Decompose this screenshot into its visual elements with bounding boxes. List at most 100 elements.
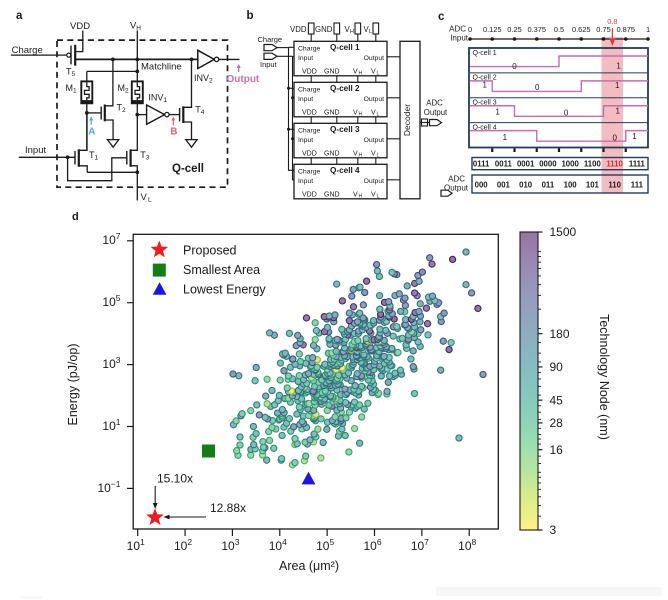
svg-text:0.125: 0.125 bbox=[483, 25, 502, 34]
svg-text:INV2: INV2 bbox=[194, 73, 213, 85]
svg-text:100: 100 bbox=[564, 180, 578, 189]
svg-text:T5: T5 bbox=[66, 67, 76, 79]
svg-text:0: 0 bbox=[468, 25, 472, 34]
svg-text:1: 1 bbox=[495, 107, 500, 116]
svg-text:ADC: ADC bbox=[426, 99, 443, 108]
svg-text:Charge: Charge bbox=[298, 46, 321, 53]
svg-text:1100: 1100 bbox=[584, 160, 602, 169]
svg-text:Input: Input bbox=[298, 178, 313, 185]
svg-text:GND: GND bbox=[324, 191, 340, 198]
svg-text:H: H bbox=[359, 70, 363, 76]
svg-text:0011: 0011 bbox=[495, 160, 513, 169]
svg-text:011: 011 bbox=[542, 180, 555, 189]
svg-text:V: V bbox=[353, 150, 358, 157]
svg-text:L: L bbox=[377, 152, 380, 158]
svg-text:Charge: Charge bbox=[298, 128, 321, 135]
svg-text:1: 1 bbox=[482, 81, 487, 90]
svg-text:0: 0 bbox=[512, 62, 517, 71]
svg-text:Input: Input bbox=[298, 55, 313, 62]
svg-text:V: V bbox=[353, 68, 358, 75]
svg-text:VDD: VDD bbox=[302, 191, 317, 198]
svg-text:T2: T2 bbox=[117, 103, 127, 115]
svg-text:Matchline: Matchline bbox=[141, 62, 182, 73]
svg-text:Q-cell 2: Q-cell 2 bbox=[330, 84, 360, 93]
svg-text:0.875: 0.875 bbox=[617, 25, 636, 34]
svg-text:GND: GND bbox=[324, 109, 340, 116]
svg-text:0.75: 0.75 bbox=[596, 25, 610, 34]
svg-text:0.25: 0.25 bbox=[507, 25, 521, 34]
svg-text:Input: Input bbox=[298, 96, 313, 103]
svg-text:110: 110 bbox=[608, 180, 621, 189]
svg-text:Input: Input bbox=[260, 60, 278, 69]
svg-text:L: L bbox=[377, 70, 380, 76]
svg-text:0111: 0111 bbox=[473, 160, 490, 169]
svg-text:T3: T3 bbox=[140, 150, 150, 162]
svg-text:V: V bbox=[353, 109, 358, 116]
svg-text:0.375: 0.375 bbox=[528, 25, 547, 34]
svg-text:ADC: ADC bbox=[449, 25, 466, 34]
svg-text:0: 0 bbox=[564, 108, 569, 117]
svg-text:1: 1 bbox=[632, 132, 637, 141]
svg-text:Charge: Charge bbox=[258, 35, 283, 44]
svg-text:12.88x: 12.88x bbox=[210, 501, 246, 515]
svg-text:1110: 1110 bbox=[606, 160, 623, 169]
svg-text:INV1: INV1 bbox=[148, 93, 167, 105]
svg-text:1: 1 bbox=[616, 106, 621, 115]
svg-text:V: V bbox=[141, 192, 148, 203]
svg-text:VDD: VDD bbox=[70, 21, 90, 32]
svg-text:0001: 0001 bbox=[517, 160, 535, 169]
svg-text:GND: GND bbox=[315, 25, 333, 34]
svg-text:M2: M2 bbox=[118, 83, 130, 95]
svg-text:V: V bbox=[371, 109, 376, 116]
svg-text:GND: GND bbox=[324, 68, 340, 75]
svg-text:111: 111 bbox=[631, 180, 644, 189]
svg-text:Lowest Energy: Lowest Energy bbox=[183, 283, 266, 297]
svg-text:V: V bbox=[130, 21, 137, 32]
svg-text:T1: T1 bbox=[89, 150, 99, 162]
svg-text:Input: Input bbox=[25, 145, 46, 156]
svg-text:Q-cell 3: Q-cell 3 bbox=[473, 100, 497, 107]
svg-text:A: A bbox=[88, 127, 95, 138]
svg-text:15.10x: 15.10x bbox=[157, 472, 193, 486]
svg-text:0.8: 0.8 bbox=[607, 17, 617, 26]
svg-text:16: 16 bbox=[550, 443, 564, 457]
svg-text:Input: Input bbox=[450, 34, 469, 43]
svg-text:Input: Input bbox=[298, 137, 313, 144]
svg-text:Charge: Charge bbox=[298, 87, 321, 94]
svg-text:010: 010 bbox=[519, 180, 533, 189]
svg-text:1: 1 bbox=[646, 25, 650, 34]
svg-text:Output: Output bbox=[444, 184, 469, 193]
svg-text:B: B bbox=[170, 127, 177, 138]
svg-text:1: 1 bbox=[503, 133, 508, 142]
svg-text:M1: M1 bbox=[66, 83, 78, 95]
svg-text:1500: 1500 bbox=[550, 225, 577, 239]
svg-text:Q-cell 1: Q-cell 1 bbox=[473, 50, 497, 57]
svg-text:Technology Node (nm): Technology Node (nm) bbox=[597, 314, 611, 440]
svg-text:Decoder: Decoder bbox=[402, 104, 412, 136]
svg-text:0.5: 0.5 bbox=[554, 25, 564, 34]
svg-text:VDD: VDD bbox=[302, 109, 317, 116]
svg-text:0: 0 bbox=[535, 83, 540, 92]
svg-text:101: 101 bbox=[586, 180, 600, 189]
svg-text:L: L bbox=[377, 111, 380, 117]
svg-text:H: H bbox=[359, 152, 363, 158]
svg-text:000: 000 bbox=[475, 180, 489, 189]
svg-text:Area (μm²): Area (μm²) bbox=[279, 559, 339, 573]
svg-text:H: H bbox=[136, 25, 141, 32]
svg-text:Q-cell 1: Q-cell 1 bbox=[330, 43, 360, 52]
svg-text:Q-cell 4: Q-cell 4 bbox=[473, 124, 497, 131]
svg-text:V: V bbox=[345, 25, 351, 34]
svg-text:H: H bbox=[350, 29, 354, 35]
svg-text:180: 180 bbox=[550, 327, 570, 341]
svg-text:1111: 1111 bbox=[629, 160, 646, 169]
svg-text:T4: T4 bbox=[195, 105, 205, 117]
svg-text:L: L bbox=[369, 29, 372, 35]
svg-text:1: 1 bbox=[615, 81, 620, 90]
svg-text:Charge: Charge bbox=[12, 45, 43, 56]
svg-text:Output: Output bbox=[364, 137, 385, 144]
svg-text:28: 28 bbox=[550, 416, 564, 430]
svg-text:Energy (pJ/op): Energy (pJ/op) bbox=[66, 344, 80, 426]
svg-text:Output: Output bbox=[227, 74, 260, 85]
svg-text:VDD: VDD bbox=[290, 25, 307, 34]
svg-text:Output: Output bbox=[364, 55, 385, 62]
